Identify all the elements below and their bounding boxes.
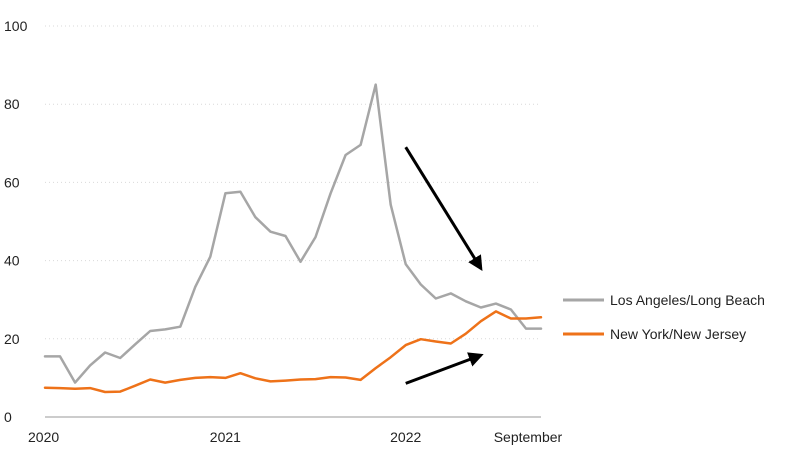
legend-item: New York/New Jersey bbox=[563, 326, 746, 342]
x-tick-label: 2021 bbox=[210, 429, 241, 445]
x-tick-label: 2020 bbox=[28, 429, 59, 445]
legend-label: New York/New Jersey bbox=[610, 326, 746, 342]
y-tick-label: 20 bbox=[4, 331, 20, 347]
series-line-los-angeles-long-beach bbox=[43, 83, 543, 384]
annotation-arrow-up bbox=[405, 352, 484, 385]
annotation-arrow-down bbox=[404, 146, 483, 271]
y-axis-tick-labels: 0 20 40 60 80 100 bbox=[4, 18, 28, 425]
gridlines bbox=[45, 25, 541, 340]
annotation-arrows bbox=[404, 146, 484, 385]
y-tick-label: 40 bbox=[4, 253, 20, 269]
x-tick-label: September bbox=[494, 429, 563, 445]
x-axis-tick-labels: 2020 2021 2022 September bbox=[28, 429, 563, 445]
y-tick-label: 60 bbox=[4, 174, 20, 190]
y-tick-label: 0 bbox=[4, 409, 12, 425]
series-line-new-york-new-jersey bbox=[43, 310, 543, 394]
y-tick-label: 80 bbox=[4, 96, 20, 112]
legend: Los Angeles/Long Beach New York/New Jerse… bbox=[563, 292, 765, 342]
legend-item: Los Angeles/Long Beach bbox=[563, 292, 765, 308]
y-tick-label: 100 bbox=[4, 18, 28, 34]
series-lines bbox=[43, 83, 543, 394]
legend-label: Los Angeles/Long Beach bbox=[610, 292, 765, 308]
x-tick-label: 2022 bbox=[390, 429, 421, 445]
